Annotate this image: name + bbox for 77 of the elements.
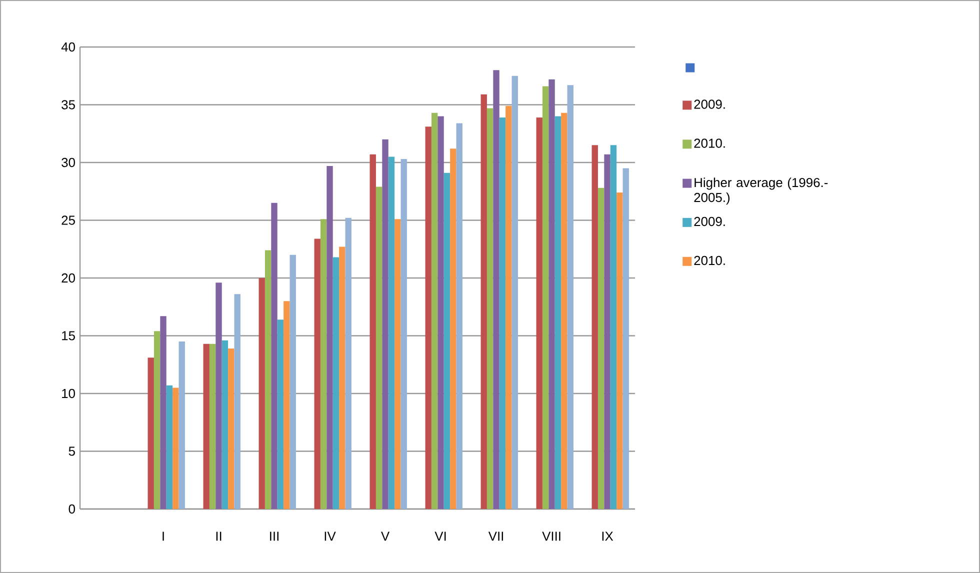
bar [493,70,500,509]
bar [148,358,154,509]
legend-label: 2010. [694,138,725,148]
x-tick-label: IX [602,532,614,541]
x-tick-label: V [381,532,390,541]
bar [290,254,296,509]
bar [431,112,438,509]
bar [388,156,395,509]
bar [332,257,340,509]
y-tick-label: 15 [62,331,75,340]
x-tick-label: VIII [542,532,560,541]
bar [382,139,388,509]
bar [554,116,562,509]
bar [345,218,352,509]
bar [616,192,623,509]
bar [542,86,549,509]
bar [622,168,629,509]
bar [499,117,506,509]
bar [258,278,265,509]
x-tick-label: III [270,532,278,541]
bar [209,344,216,509]
y-tick-label: 10 [62,388,75,398]
bar [203,344,210,509]
bar [284,301,290,509]
bar [339,246,346,509]
bar [561,112,568,509]
bar [234,294,240,509]
bar [271,202,278,509]
bar [610,145,617,509]
bar [160,316,166,509]
y-tick-label: 35 [62,100,75,110]
y-tick-label: 40 [61,42,75,52]
bar [172,388,179,509]
bar [277,320,284,509]
bar [400,159,407,509]
bar [548,79,555,509]
bar [222,340,228,509]
bar [598,188,604,509]
bar [228,348,234,509]
bar [154,331,160,509]
bar [450,148,456,509]
legend-label: 2010. [694,256,725,266]
x-tick-label: VII [488,532,503,541]
bar [567,85,574,509]
bar [444,172,450,509]
bar [314,238,320,509]
y-tick-label: 30 [62,158,75,168]
bar [536,117,542,509]
x-tick-label: I [162,532,164,541]
y-tick-label: 25 [62,216,75,225]
bar [370,154,376,509]
bar [425,126,432,509]
y-tick-label: 5 [68,446,75,456]
bar [456,123,462,509]
bar [394,219,401,509]
bar [592,145,598,509]
bar [216,282,222,509]
bar [178,342,185,509]
bar [506,106,512,509]
bar [166,385,173,509]
bar [486,108,494,509]
bar [604,154,610,509]
legend-label: 2009. [694,216,725,226]
x-tick-label: VI [434,532,446,541]
bar [264,250,272,509]
bar [512,76,518,509]
bar [480,94,487,509]
bar [438,116,444,509]
y-tick-label: 0 [68,504,75,514]
x-tick-label: IV [324,532,336,541]
bar [320,219,327,509]
legend-label: 2009. [694,100,725,109]
legend-label: Higher average (1996.-2005.) [694,178,828,205]
y-tick-label: 20 [62,273,75,283]
bar [326,166,333,509]
bar [376,186,382,509]
x-tick-label: II [216,532,222,541]
